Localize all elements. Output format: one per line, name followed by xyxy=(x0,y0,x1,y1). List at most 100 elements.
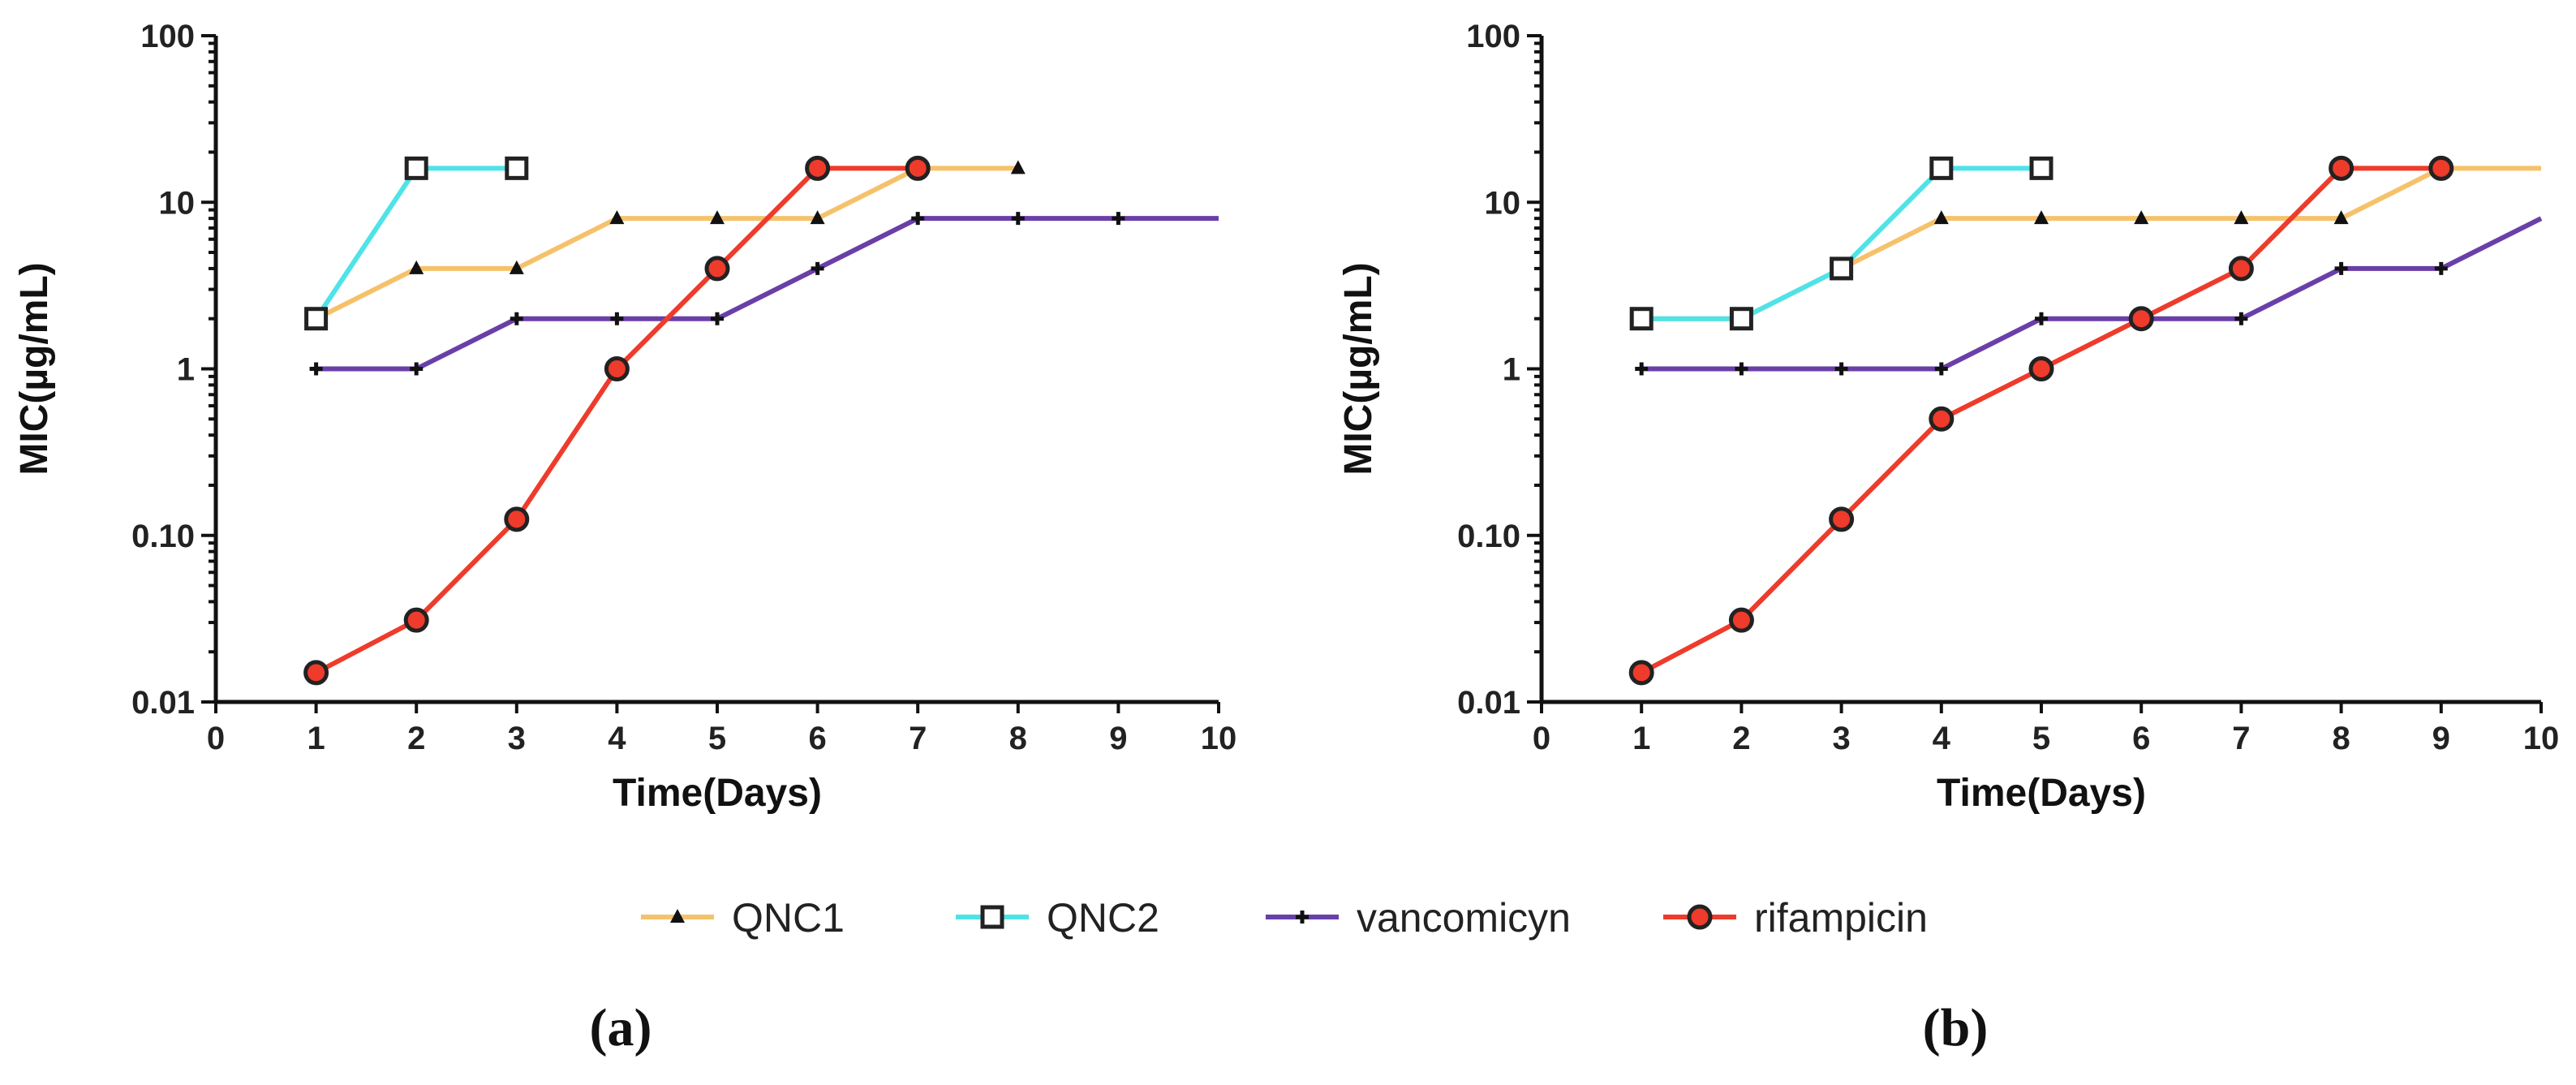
x-tick-label: 0 xyxy=(207,721,225,756)
data-point-vanc xyxy=(309,362,323,376)
data-point-vanc xyxy=(1112,212,1125,226)
data-point-qnc1 xyxy=(409,260,424,274)
y-tick-label: 0.10 xyxy=(131,519,195,554)
data-point-qnc1 xyxy=(2234,210,2249,225)
data-point-qnc2 xyxy=(1830,256,1854,281)
data-point-vanc xyxy=(911,212,925,226)
x-tick-label: 7 xyxy=(909,721,927,756)
series-line-qnc1 xyxy=(315,166,1018,321)
y-axis-title: MIC(µg/mL) xyxy=(13,262,56,475)
series-line-vanc xyxy=(316,216,1219,372)
data-point-rif xyxy=(2028,356,2054,381)
data-point-qnc1 xyxy=(509,260,524,274)
legend-item-rif: rifampicin xyxy=(1663,895,1928,941)
data-point-qnc2 xyxy=(304,307,329,331)
y-tick-label: 0.01 xyxy=(131,685,195,721)
data-point-vanc xyxy=(1011,212,1025,226)
data-point-qnc1 xyxy=(2034,210,2049,225)
legend-label-vanc: vancomicyn xyxy=(1357,895,1571,941)
data-point-qnc1 xyxy=(710,210,725,225)
data-point-rif xyxy=(2228,256,2254,282)
data-point-rif xyxy=(303,660,329,686)
series-line-qnc2 xyxy=(1641,166,2041,321)
legend-marker-qnc2 xyxy=(980,905,1004,929)
x-tick-label: 7 xyxy=(2232,721,2250,756)
x-axis-title: Time(Days) xyxy=(613,772,822,815)
data-point-rif xyxy=(403,607,429,633)
y-tick-label: 0.01 xyxy=(1457,685,1520,721)
data-point-qnc1 xyxy=(2134,210,2149,225)
data-point-rif xyxy=(1728,607,1754,633)
x-tick-label: 8 xyxy=(1009,721,1027,756)
data-point-vanc xyxy=(510,312,523,325)
series-line-qnc2 xyxy=(314,166,517,321)
y-tick-label: 1 xyxy=(1503,352,1520,388)
data-point-vanc xyxy=(1934,362,1948,376)
x-tick-label: 1 xyxy=(307,721,325,756)
y-tick-label: 10 xyxy=(1485,185,1521,221)
data-point-rif xyxy=(2128,306,2154,332)
data-point-qnc2 xyxy=(505,156,529,180)
series-line-rif xyxy=(315,166,918,675)
data-point-vanc xyxy=(811,261,824,275)
y-axis-title: MIC(µg/mL) xyxy=(1337,262,1380,475)
data-point-qnc2 xyxy=(1729,307,1753,331)
data-point-qnc1 xyxy=(2333,210,2349,225)
data-point-vanc xyxy=(1834,362,1848,376)
legend-label-qnc1: QNC1 xyxy=(732,895,845,941)
legend: QNC1 QNC2 vancomicyn rifampicin xyxy=(641,895,1928,941)
data-point-qnc1 xyxy=(1010,160,1026,174)
data-point-qnc1 xyxy=(1933,210,1949,225)
y-tick-label: 10 xyxy=(159,185,196,221)
data-point-vanc xyxy=(1635,362,1649,376)
data-point-vanc xyxy=(610,312,624,325)
data-point-vanc xyxy=(2035,312,2048,325)
data-point-rif xyxy=(1628,660,1654,686)
legend-marker-vanc xyxy=(1296,911,1309,924)
series-line-vanc xyxy=(1641,216,2543,372)
x-tick-label: 4 xyxy=(608,721,626,756)
x-tick-label: 0 xyxy=(1533,721,1550,756)
data-point-qnc2 xyxy=(404,156,428,180)
y-tick-label: 0.10 xyxy=(1457,519,1520,554)
data-point-qnc2 xyxy=(1929,156,1954,180)
data-point-rif xyxy=(1829,506,1855,532)
chart-panel-b: 0 1 2 3 4 5 6 7 8 9 10 0.01 0.10 1 10 100 Time(Days) MIC(… xyxy=(1337,19,2559,815)
data-point-vanc xyxy=(1735,362,1748,376)
panel-label-a: (a) xyxy=(590,998,652,1057)
legend-item-vanc: vancomicyn xyxy=(1266,895,1571,941)
series-line-rif xyxy=(1640,166,2441,675)
x-tick-label: 9 xyxy=(1109,721,1127,756)
legend-label-qnc2: QNC2 xyxy=(1047,895,1159,941)
x-tick-label: 8 xyxy=(2332,721,2350,756)
y-tick-label: 100 xyxy=(1466,19,1520,54)
data-point-vanc xyxy=(2434,261,2448,275)
x-tick-label: 6 xyxy=(808,721,826,756)
data-point-rif xyxy=(805,155,831,181)
x-tick-label: 2 xyxy=(407,721,425,756)
x-tick-label: 10 xyxy=(2523,721,2560,756)
data-point-qnc1 xyxy=(810,210,825,225)
data-point-qnc2 xyxy=(1629,307,1654,331)
data-point-rif xyxy=(504,506,530,532)
data-point-vanc xyxy=(711,312,724,325)
series-line-qnc1 xyxy=(1641,166,2541,321)
x-tick-label: 5 xyxy=(708,721,726,756)
data-point-vanc xyxy=(2234,312,2248,325)
data-point-rif xyxy=(704,256,730,282)
legend-label-rif: rifampicin xyxy=(1754,895,1928,941)
x-tick-label: 5 xyxy=(2032,721,2050,756)
x-tick-label: 9 xyxy=(2432,721,2450,756)
data-point-vanc xyxy=(2334,261,2348,275)
x-tick-label: 3 xyxy=(1832,721,1850,756)
x-tick-label: 2 xyxy=(1732,721,1750,756)
x-tick-label: 6 xyxy=(2132,721,2150,756)
legend-item-qnc2: QNC2 xyxy=(956,895,1159,941)
data-point-qnc2 xyxy=(2029,156,2053,180)
panel-label-b: (b) xyxy=(1923,998,1989,1057)
x-tick-label: 10 xyxy=(1201,721,1237,756)
data-point-rif xyxy=(2428,155,2454,181)
x-tick-label: 4 xyxy=(1933,721,1951,756)
data-point-rif xyxy=(905,155,931,181)
